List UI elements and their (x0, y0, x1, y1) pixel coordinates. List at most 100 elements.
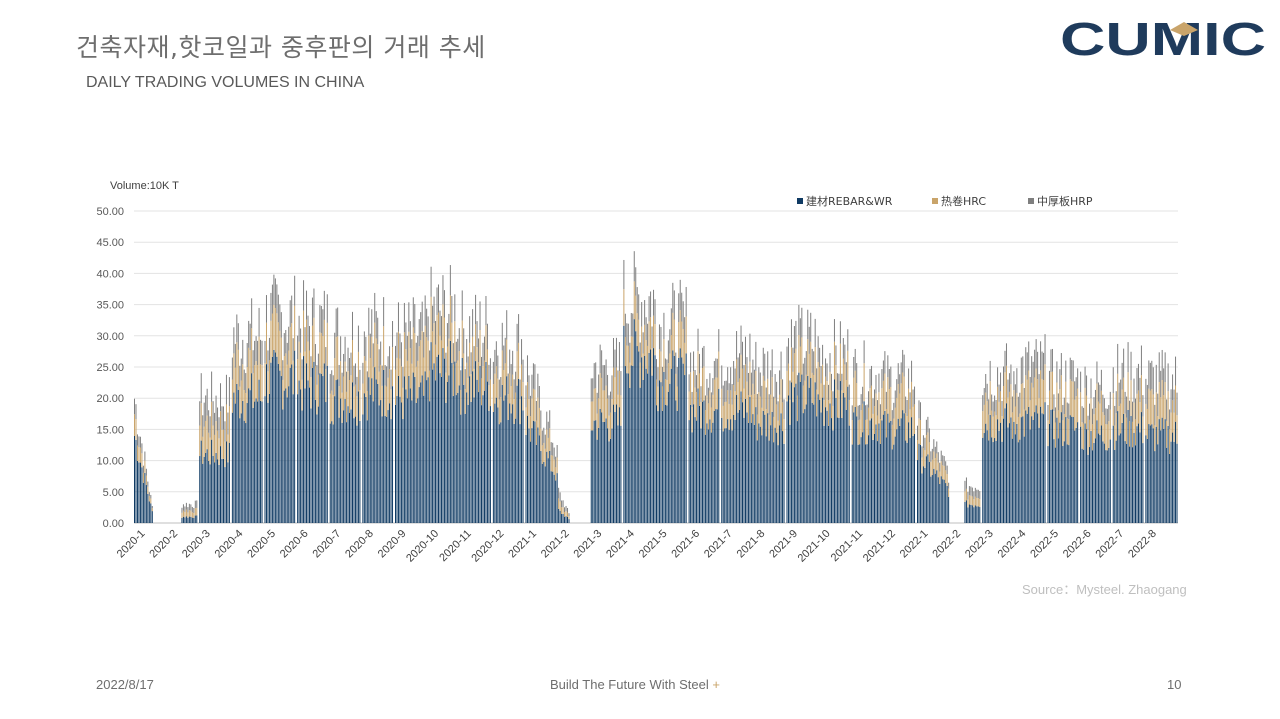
bar-hrp (341, 372, 343, 393)
bar-hrp (344, 336, 346, 362)
bar-hrp (820, 366, 822, 384)
bar-rebar (279, 370, 281, 523)
bar-rebar (1093, 442, 1095, 523)
bar-hrp (260, 339, 262, 365)
bar-hrc (564, 512, 566, 517)
bar-rebar (439, 373, 441, 523)
bar-hrp (673, 290, 675, 320)
bar-hrp (515, 371, 517, 393)
bar-rebar (764, 414, 766, 523)
bar-hrc (1121, 389, 1123, 423)
bar-hrc (734, 391, 736, 420)
bar-hrc (833, 341, 835, 380)
bar-rebar (479, 365, 481, 523)
bar-hrp (561, 500, 563, 508)
bar-rebar (879, 443, 881, 523)
bar-rebar (1023, 436, 1025, 523)
bar-hrp (181, 507, 183, 513)
bar-rebar (356, 425, 358, 523)
bar-hrp (537, 373, 539, 398)
bar-rebar (558, 508, 560, 523)
bar-hrc (1080, 392, 1082, 427)
bar-hrc (664, 379, 666, 405)
bar-hrc (727, 390, 729, 420)
bar-hrp (694, 369, 696, 388)
bar-rebar (196, 515, 198, 523)
bar-hrp (690, 352, 692, 373)
x-tick-label: 2022-2 (930, 528, 963, 561)
bar-hrc (1017, 416, 1019, 443)
bar-hrp (799, 318, 801, 347)
bar-rebar (451, 362, 453, 523)
bar-rebar (930, 476, 932, 523)
bar-rebar (535, 444, 537, 523)
bar-hrp (666, 359, 668, 380)
bar-hrp (811, 348, 813, 373)
bar-hrp (406, 335, 408, 361)
bar-rebar (512, 404, 514, 523)
bar-rebar (343, 410, 345, 523)
bar-hrp (713, 360, 715, 380)
bar-hrp (448, 313, 450, 339)
bar-hrc (399, 358, 401, 397)
bar-hrp (239, 365, 241, 387)
bar-hrp (1089, 403, 1091, 420)
bar-rebar (804, 409, 806, 523)
bar-rebar (753, 424, 755, 523)
bar-hrp (1149, 362, 1151, 391)
bar-hrc (1132, 421, 1134, 448)
bar-hrp (436, 287, 438, 316)
bar-hrp (750, 372, 752, 395)
bar-hrp (614, 349, 616, 378)
bar-rebar (942, 479, 944, 523)
bar-hrp (218, 417, 220, 439)
bar-rebar (217, 459, 219, 523)
bar-hrp (306, 290, 308, 320)
bar-hrc (739, 378, 741, 410)
bar-hrc (147, 486, 149, 495)
bar-rebar (338, 417, 340, 523)
bar-hrc (141, 453, 143, 468)
bar-hrp (529, 395, 531, 417)
bar-hrc (1136, 393, 1138, 427)
bar-hrp (1129, 400, 1131, 422)
bar-rebar (525, 434, 527, 523)
bar-hrp (375, 311, 377, 339)
bar-rebar (412, 372, 414, 523)
bar-rebar (400, 402, 402, 523)
bar-hrp (267, 350, 269, 372)
bar-hrp (234, 343, 236, 368)
bar-hrc (685, 316, 687, 354)
bar-hrc (857, 420, 859, 445)
bar-rebar (233, 392, 235, 523)
bar-hrc (224, 441, 226, 468)
bar-hrc (252, 373, 254, 408)
bar-hrp (534, 364, 536, 390)
bar-hrp (917, 425, 918, 441)
bar-rebar (906, 442, 908, 523)
bar-hrp (1084, 366, 1086, 388)
bar-rebar (703, 400, 705, 523)
bar-hrc (217, 430, 219, 460)
bar-hrc (1019, 413, 1021, 440)
bar-hrc (1043, 380, 1045, 415)
bar-hrc (773, 416, 775, 443)
bar-hrp (1054, 407, 1056, 423)
bar-hrp (1108, 405, 1110, 422)
bar-rebar (656, 405, 657, 523)
bar-rebar (415, 402, 417, 523)
bar-hrp (994, 395, 996, 412)
bar-hrp (433, 296, 435, 324)
bar-rebar (822, 397, 824, 523)
bar-hrc (1103, 415, 1105, 444)
bar-hrc (354, 384, 356, 417)
bar-hrp (356, 376, 358, 397)
bar-hrc (209, 437, 211, 465)
bar-hrc (854, 370, 856, 407)
bar-hrp (470, 352, 472, 375)
bar-rebar (326, 365, 328, 523)
bar-hrp (1031, 356, 1033, 383)
bar-hrc (1172, 400, 1174, 433)
bar-rebar (715, 409, 717, 523)
bar-rebar (285, 388, 287, 523)
